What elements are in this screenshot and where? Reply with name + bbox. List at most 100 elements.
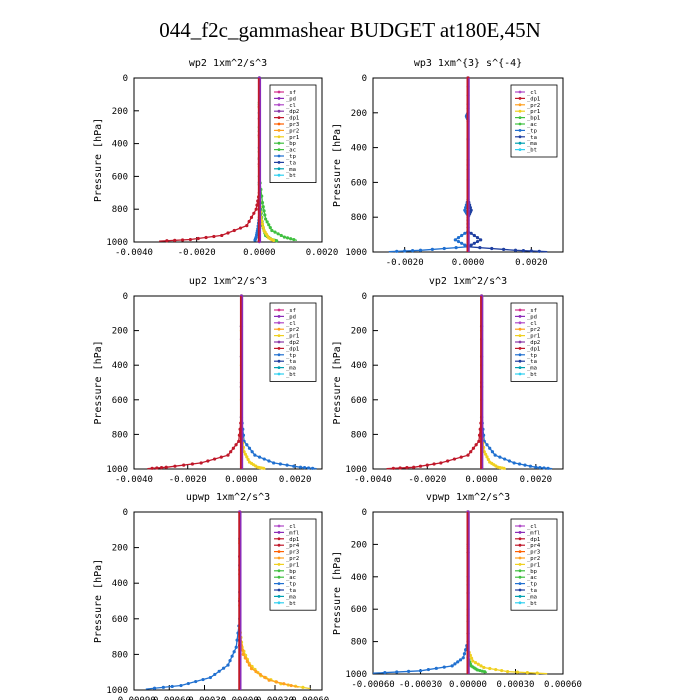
series-marker	[232, 228, 236, 233]
series-marker	[395, 670, 399, 674]
x-tick-label: -0.00060	[148, 696, 191, 700]
y-tick-label: 1000	[106, 238, 128, 248]
legend-marker	[518, 315, 522, 318]
y-tick-label: 200	[351, 540, 367, 550]
legend-label: _pr4	[286, 543, 300, 549]
x-tick-label: 0.0000	[225, 475, 258, 485]
x-tick-label: 0.00000	[221, 696, 259, 700]
series-marker	[270, 228, 274, 233]
series-marker	[405, 466, 409, 470]
series-marker	[469, 656, 474, 660]
legend-marker	[518, 135, 522, 139]
series-marker	[285, 463, 289, 467]
legend-marker	[277, 334, 281, 337]
series-marker	[217, 669, 221, 673]
legend-label: _bp	[527, 569, 537, 575]
legend-marker	[277, 575, 281, 579]
legend-label: _dp1	[286, 346, 299, 352]
y-tick-label: 0	[362, 74, 367, 84]
series-marker	[426, 667, 431, 672]
legend-marker	[277, 327, 281, 331]
series-marker	[391, 466, 395, 470]
legend-marker	[277, 556, 281, 560]
panel-5: upwp 1xm^2/s^3 Pressure [hPa] 0 200 400 600 80…	[93, 492, 329, 700]
legend-label: _ma	[286, 167, 296, 173]
y-tick-label: 200	[351, 327, 367, 337]
series-marker	[235, 638, 239, 642]
legend-marker	[277, 161, 281, 164]
series-marker	[255, 203, 259, 207]
series-marker	[170, 684, 174, 689]
series-line-dp1	[159, 78, 260, 242]
series-marker	[418, 464, 423, 468]
series-marker	[528, 464, 533, 468]
legend-marker	[277, 543, 281, 547]
legend-label: _pr1	[527, 562, 540, 568]
legend-label: _sf	[286, 90, 296, 96]
series-marker	[474, 443, 478, 447]
series-marker	[488, 446, 492, 450]
legend-marker	[277, 563, 281, 566]
series-line-dp1	[147, 296, 243, 470]
legend-marker	[518, 148, 522, 152]
legend-label: _bt	[527, 372, 537, 378]
panel-3: up2 1xm^2/s^3 Pressure [hPa] 0 200 400 600 800…	[93, 276, 323, 485]
legend-label: _cl	[527, 321, 537, 327]
series-marker	[264, 217, 268, 221]
series-marker	[454, 246, 458, 250]
series-marker	[257, 455, 262, 459]
legend-label: _ta	[527, 135, 537, 141]
series-marker	[292, 237, 296, 242]
legend-label: _ac	[286, 575, 296, 581]
series-marker	[188, 237, 192, 242]
series-line-tp	[372, 512, 469, 674]
series-marker	[298, 465, 303, 469]
x-tick-label: -0.00030	[183, 696, 226, 700]
panel-title: vpwp 1xm^2/s^3	[426, 492, 510, 503]
legend-marker	[518, 601, 522, 605]
legend-marker	[277, 347, 281, 350]
y-tick-label: 800	[351, 638, 367, 648]
y-axis-label: Pressure [hPa]	[332, 123, 343, 207]
legend-label: _pr2	[286, 128, 299, 134]
series-marker	[482, 665, 486, 670]
panel-title: wp3 1xm^{3} s^{-4}	[414, 58, 522, 69]
legend-marker	[277, 524, 281, 528]
series-marker	[469, 243, 473, 247]
y-tick-label: 400	[112, 579, 128, 589]
y-axis-label: Pressure [hPa]	[332, 551, 343, 635]
legend-marker	[277, 595, 281, 598]
series-marker	[249, 215, 254, 219]
y-tick-label: 1000	[106, 465, 128, 475]
series-marker	[263, 213, 267, 217]
legend-label: _cl	[286, 524, 296, 530]
series-line-tp	[145, 512, 241, 690]
series-marker	[247, 663, 252, 667]
y-tick-label: 1000	[345, 248, 367, 258]
legend-marker	[277, 116, 281, 119]
x-tick-label: -0.0020	[408, 475, 446, 485]
panel-4: vp2 1xm^2/s^3 Pressure [hPa] 0 200 400 600 800…	[332, 276, 564, 485]
x-tick-label: 0.0020	[515, 258, 548, 268]
legend-label: _cl	[286, 321, 296, 327]
legend-label: _pr2	[527, 556, 540, 562]
series-marker	[494, 667, 498, 672]
y-tick-label: 1000	[345, 670, 367, 680]
series-marker	[452, 457, 457, 461]
series-marker	[418, 669, 423, 673]
series-marker	[282, 682, 286, 686]
series-marker	[219, 455, 223, 459]
y-tick-label: 400	[112, 140, 128, 150]
series-marker	[213, 672, 217, 677]
legend-label: _tp	[527, 128, 537, 134]
series-marker	[262, 209, 266, 213]
series-marker	[179, 683, 183, 688]
y-tick-label: 1000	[345, 465, 367, 475]
series-marker	[500, 668, 504, 673]
series-marker	[546, 466, 550, 470]
series-marker	[464, 648, 468, 652]
series-marker	[482, 450, 486, 454]
series-marker	[282, 235, 286, 239]
legend-label: _ta	[527, 588, 537, 594]
series-marker	[254, 669, 258, 674]
